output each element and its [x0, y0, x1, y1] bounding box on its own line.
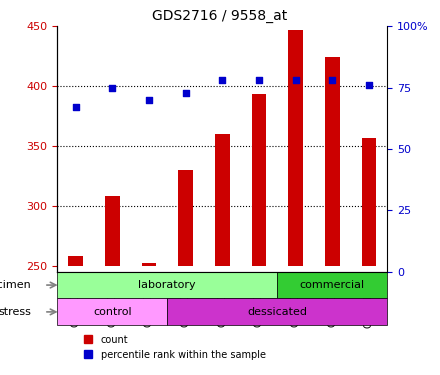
Point [182, 90, 189, 96]
Text: stress: stress [0, 307, 31, 317]
Text: laboratory: laboratory [139, 280, 196, 290]
Point [109, 85, 116, 91]
Bar [215, 134, 230, 266]
FancyBboxPatch shape [167, 298, 387, 326]
Point [329, 77, 336, 83]
Text: dessicated: dessicated [247, 307, 307, 317]
Text: control: control [93, 307, 132, 317]
Bar [325, 57, 340, 266]
Text: GDS2716 / 9558_at: GDS2716 / 9558_at [152, 9, 288, 23]
Point [255, 77, 262, 83]
Bar [288, 30, 303, 266]
Bar [252, 94, 266, 266]
Point [292, 77, 299, 83]
Bar [105, 196, 120, 266]
Bar [178, 170, 193, 266]
FancyBboxPatch shape [277, 272, 387, 298]
Point [365, 82, 372, 88]
FancyBboxPatch shape [57, 298, 167, 326]
Bar [362, 138, 376, 266]
Point [72, 104, 79, 110]
Legend: count, percentile rank within the sample: count, percentile rank within the sample [79, 330, 271, 365]
Point [219, 77, 226, 83]
Bar [142, 263, 156, 266]
Bar [68, 256, 83, 265]
Text: specimen: specimen [0, 280, 31, 290]
FancyBboxPatch shape [57, 272, 277, 298]
Text: commercial: commercial [300, 280, 365, 290]
Point [145, 97, 152, 103]
